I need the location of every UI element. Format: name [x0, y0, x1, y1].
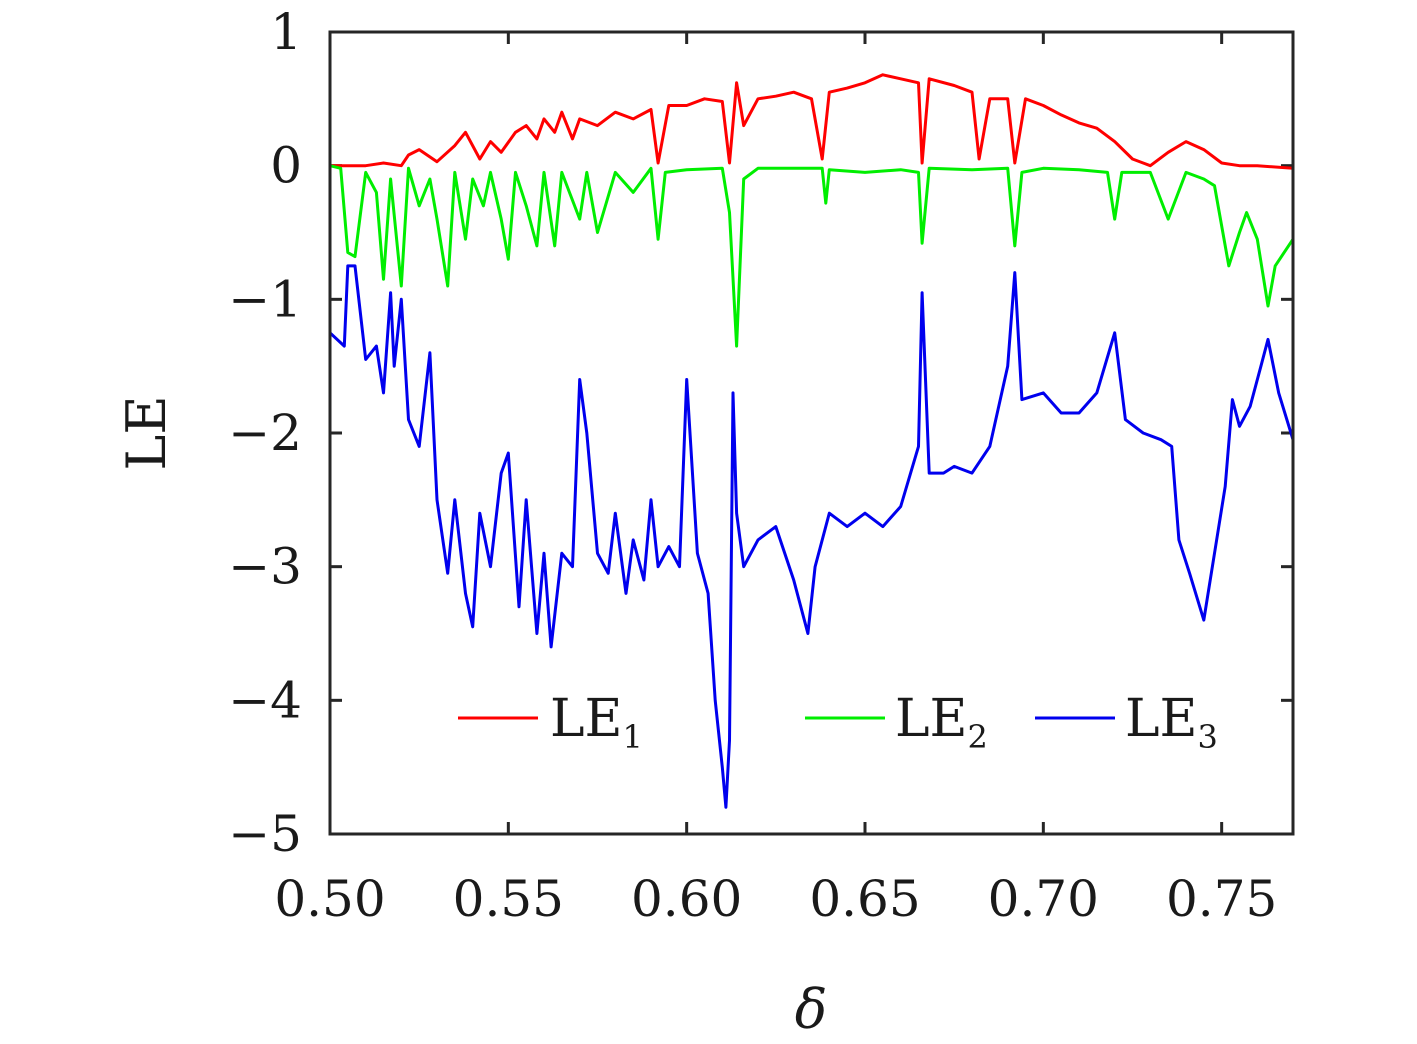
- y-tick-label: −1: [228, 270, 302, 328]
- plot-frame: [328, 30, 1295, 836]
- series-line-le1: [330, 73, 1294, 170]
- plot-area: [330, 32, 1293, 834]
- x-tick-label: 0.75: [1166, 870, 1277, 928]
- legend-label-le2: LE2: [895, 689, 988, 756]
- series-lines: [328, 73, 1295, 809]
- legend: LE1 LE2 LE3: [458, 689, 1218, 756]
- series-line-le3: [328, 264, 1295, 809]
- x-tick-label: 0.65: [809, 870, 920, 928]
- x-tick-label: 0.60: [631, 870, 742, 928]
- y-axis-label: LE: [115, 395, 178, 470]
- legend-label-le3: LE3: [1125, 689, 1218, 756]
- legend-label-le1: LE1: [550, 689, 643, 756]
- x-tick-label: 0.70: [988, 870, 1099, 928]
- y-tick-label: −2: [228, 404, 302, 462]
- y-tick-label: −5: [228, 805, 302, 863]
- x-tick-label: 0.50: [274, 870, 385, 928]
- x-axis-label: δ: [795, 978, 828, 1041]
- tick-labels: 0.50 0.55 0.60 0.65 0.70 0.75 1 0 −1 −2 −3 −4 −5: [228, 3, 1277, 928]
- x-tick-label: 0.55: [453, 870, 564, 928]
- y-tick-label: −4: [228, 671, 302, 729]
- y-tick-label: −3: [228, 538, 302, 596]
- y-tick-label: 1: [270, 3, 302, 61]
- y-tick-label: 0: [270, 137, 302, 195]
- series-line-le2: [329, 164, 1295, 348]
